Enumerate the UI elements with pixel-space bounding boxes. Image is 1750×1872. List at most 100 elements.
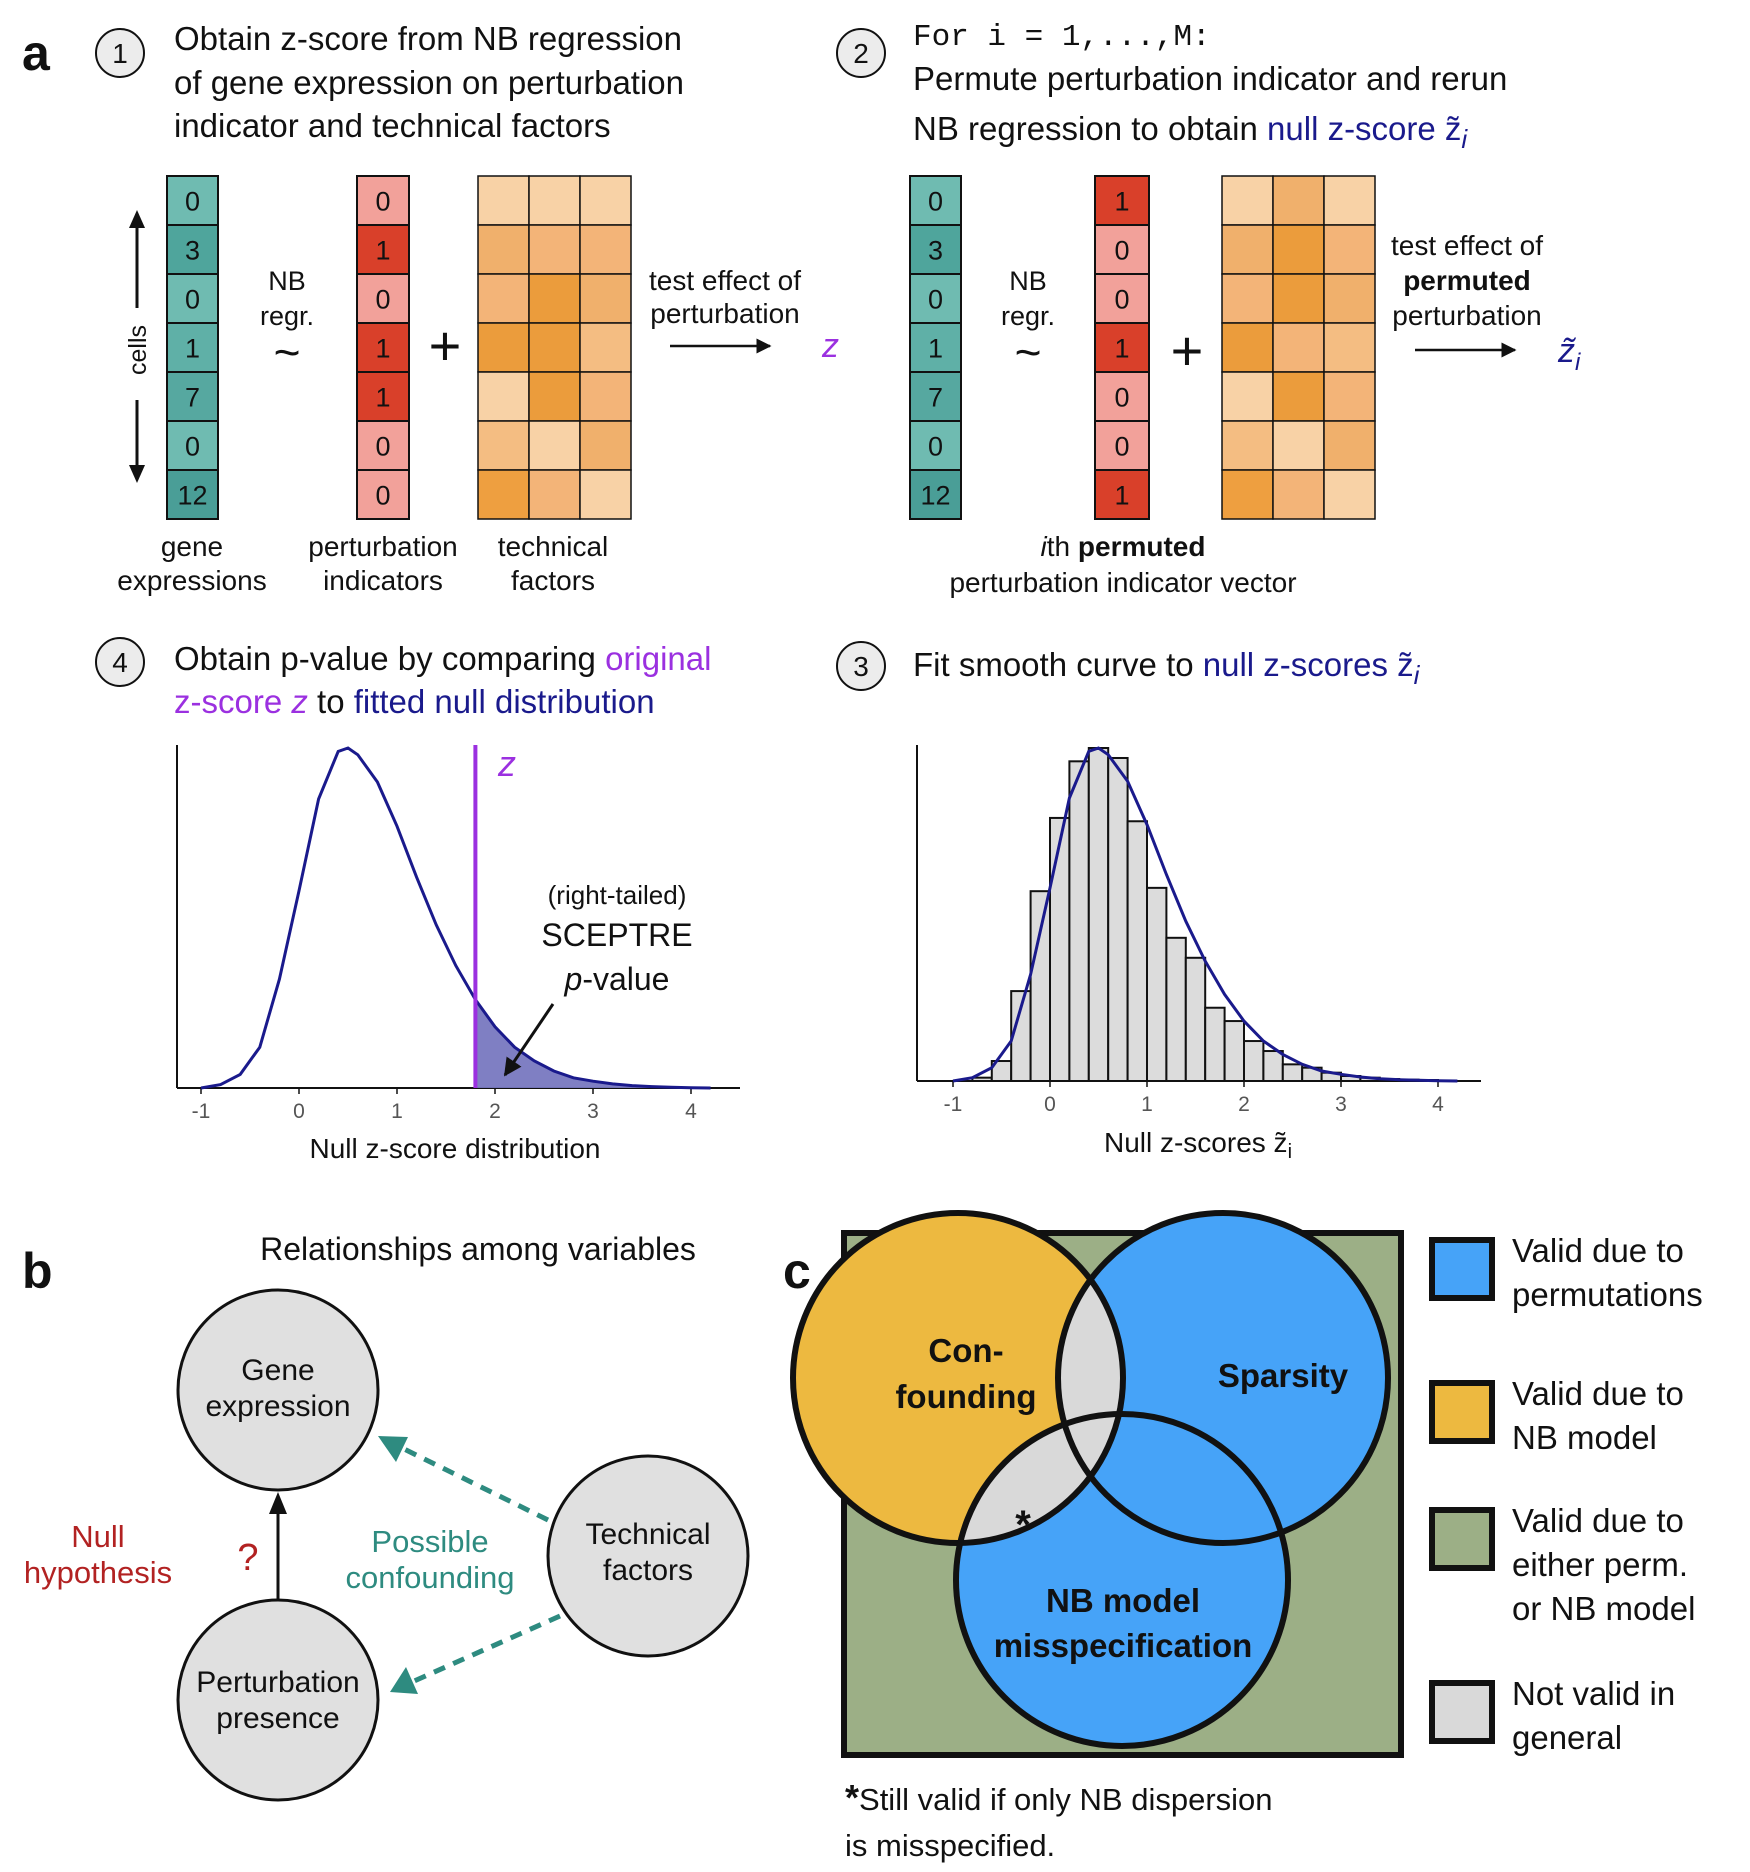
step2-permuted-cell-value: 1: [1114, 480, 1129, 510]
legend-label: Valid due to: [1512, 1502, 1684, 1539]
step4-pvalue-tail-area: [475, 999, 711, 1088]
step4-annotation-p: p: [564, 961, 583, 997]
step2-gene-cell-value: 0: [928, 186, 943, 216]
legend-label: Valid due to: [1512, 1232, 1684, 1269]
step4-annotation-line1: (right-tailed): [548, 880, 687, 910]
step4-annotation-arrow: [503, 1003, 555, 1077]
confounding-arrow-to-perturbation: [410, 1613, 562, 1685]
step2-permuted-cell: [1094, 322, 1150, 373]
footnote-star: *: [845, 1777, 859, 1818]
gene-expressions-label-line2: expressions: [117, 565, 266, 596]
step1-z: z: [821, 327, 839, 365]
step1-technical-cell: [477, 224, 530, 275]
step3-histogram-bar: [1204, 1006, 1226, 1082]
step1-technical-cell: [528, 469, 581, 520]
step1-perturbation-cell-value: 0: [375, 431, 390, 461]
step1-technical-cell: [528, 322, 581, 373]
step1-technical-cell: [579, 224, 632, 275]
step4-title-to: to: [308, 683, 354, 720]
step2-permuted-cell: [1094, 469, 1150, 520]
step2-gene-column: 0 3 0 1 7 0 12: [909, 175, 962, 520]
step2-permuted-cell-value: 1: [1114, 186, 1129, 216]
gene-expression-node-line2: expression: [205, 1390, 350, 1423]
step3-fitted-curve: [952, 746, 1458, 1083]
step2-technical-cell: [1323, 273, 1376, 324]
step3-title-prefix: Fit smooth curve to: [913, 646, 1203, 683]
step4-annotation-value: -value: [582, 961, 669, 997]
step1-technical-cell: [528, 175, 581, 226]
gene-expressions-label-line1: gene: [161, 531, 223, 562]
confounding-arrowhead-perturbation-icon: [390, 1667, 418, 1694]
step2-vector-label-line1: ith permuted: [1041, 531, 1206, 562]
step2-technical-cell: [1272, 420, 1325, 471]
step1-perturbation-cell: [356, 469, 410, 520]
step4-annotation-line3: p-value: [564, 961, 670, 997]
step1-perturbation-cell-value: 1: [375, 235, 390, 265]
confounding-label-line2: confounding: [346, 1560, 515, 1595]
step2-plus: +: [1171, 319, 1204, 382]
step1-gene-cell: [166, 322, 219, 373]
step2-permuted-cell: [1094, 224, 1150, 275]
step1-technical-grid: [477, 175, 632, 520]
step2-technical-cell: [1272, 371, 1325, 422]
perturbation-indicators-label-line1: perturbation: [308, 531, 457, 562]
technical-factors-node-line1: Technical: [585, 1518, 710, 1551]
step2-gene-cell-value: 0: [928, 284, 943, 314]
confounding-arrow-to-gene: [400, 1445, 550, 1523]
step1-technical-cell: [579, 322, 632, 373]
step2-tilde: ~: [1015, 326, 1042, 378]
step4-title-original: original: [605, 640, 711, 677]
step4-title-line2: z-score z to fitted null distribution: [174, 683, 655, 720]
null-hypothesis-arrowhead-icon: [269, 1492, 287, 1514]
step2-permuted-cell-value: 0: [1114, 382, 1129, 412]
step3-histogram-bar: [1087, 747, 1110, 1082]
step1-gene-cell-value: 1: [185, 333, 200, 363]
step2-title-subscript: i: [1461, 124, 1468, 154]
step2-technical-cell: [1221, 175, 1274, 226]
confounding-label-line1: Possible: [371, 1524, 488, 1559]
step2-technical-cell: [1323, 175, 1376, 226]
gene-expression-node-line1: Gene: [241, 1354, 314, 1387]
legend-swatch: [1429, 1237, 1495, 1301]
step2-gene-cell: [909, 420, 962, 471]
step2-technical-cell: [1323, 322, 1376, 373]
step4-z-label: z: [497, 743, 516, 784]
legend-label: NB model: [1512, 1419, 1657, 1456]
step1-perturbation-cell: [356, 224, 410, 275]
step2-title-line3: NB regression to obtain null z-score z̃i: [913, 110, 1468, 154]
step3-histogram-bar: [1146, 886, 1168, 1082]
step2-permuted-cell-value: 0: [1114, 431, 1129, 461]
step2-number: 2: [853, 38, 869, 69]
step3-x-tick-label: 2: [1238, 1093, 1250, 1116]
perturbation-indicators-label-line2: indicators: [323, 565, 443, 596]
step3-x-tick-label: 3: [1335, 1093, 1347, 1116]
step1-technical-cell: [477, 420, 530, 471]
step4-number-badge: [95, 637, 145, 687]
step2-technical-cell: [1272, 273, 1325, 324]
step2-header: 2 For i = 1,...,M: Permute perturbation …: [836, 20, 1507, 154]
step3-histogram-bar: [1243, 1040, 1265, 1083]
panel-label-b: b: [22, 1243, 53, 1299]
gene-expression-node: [176, 1288, 380, 1492]
step1-gene-cell: [166, 420, 219, 471]
step1-perturbation-cell-value: 1: [375, 333, 390, 363]
step2-technical-grid: [1221, 175, 1376, 520]
null-hypothesis-label-line2: hypothesis: [24, 1555, 172, 1590]
cells-label: cells: [124, 325, 152, 375]
step3-xlabel-subscript: i: [1288, 1141, 1292, 1163]
legend-label: or NB model: [1512, 1590, 1695, 1627]
step4-null-distribution-chart: -1 0 1 2 3 4: [176, 745, 740, 1123]
step3-header: 3 Fit smooth curve to null z-scores z̃i: [836, 641, 1421, 691]
step1-header: 1 Obtain z-score from NB regression of g…: [95, 20, 684, 144]
step3-histogram-bar: [1107, 756, 1129, 1082]
step1-gene-cell: [166, 469, 219, 520]
footnote-text-line1: Still valid if only NB dispersion: [859, 1782, 1273, 1817]
step2-technical-cell: [1221, 322, 1274, 373]
step3-histogram-bar: [1068, 760, 1090, 1082]
step4-annotation-line2: SCEPTRE: [541, 917, 692, 953]
step1-perturbation-cell-value: 0: [375, 186, 390, 216]
step4-xlabel: Null z-score distribution: [310, 1133, 601, 1164]
step1-gene-column: 0 3 0 1 7 0 12: [166, 175, 219, 520]
venn-outline-misspecification: [953, 1411, 1291, 1749]
